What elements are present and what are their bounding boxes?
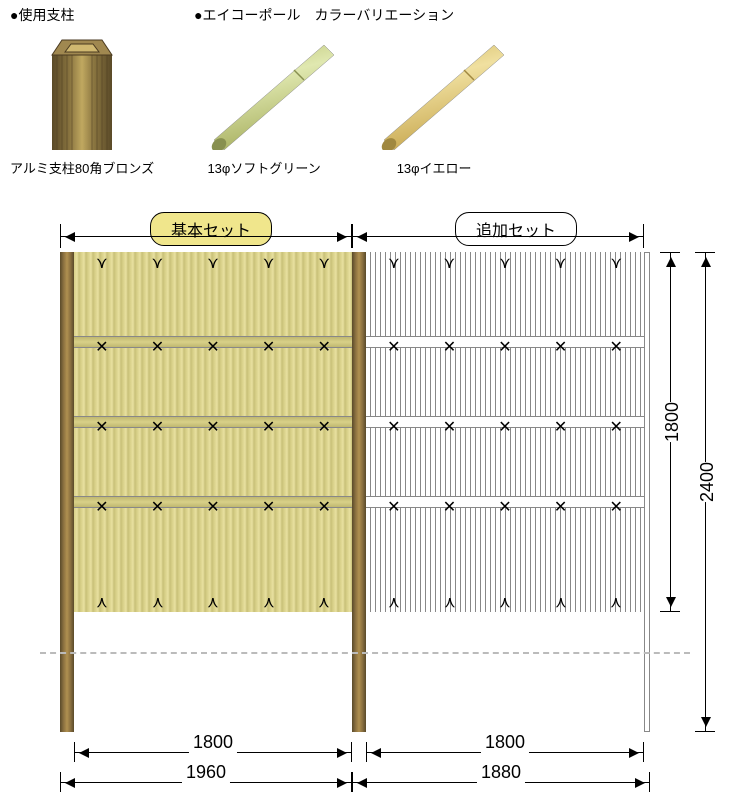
knot-row: ⋎⋎⋎⋎⋎ — [74, 260, 352, 276]
knot-icon: ✕ — [95, 420, 108, 436]
knot-icon: ✕ — [206, 420, 219, 436]
pole-green: 13φソフトグリーン — [194, 30, 334, 177]
knot-icon: ⋎ — [263, 594, 275, 610]
dim-inner-basic-label: 1800 — [189, 732, 237, 753]
knot-icon: ⋎ — [499, 594, 511, 610]
knot-row: ✕ ✕ ✕ ✕ ✕ — [74, 340, 352, 356]
knot-icon: ⋎ — [207, 256, 219, 272]
post-middle — [352, 252, 366, 732]
knot-icon: ✕ — [609, 420, 622, 436]
pole-yellow-caption: 13φイエロー — [397, 158, 472, 177]
knot-icon: ✕ — [554, 420, 567, 436]
post-right — [644, 252, 650, 732]
knot-icon: ⋎ — [444, 594, 456, 610]
dim-outer-add-label: 1880 — [477, 762, 525, 783]
dim-height-panel-label: 1800 — [662, 402, 683, 442]
aluminum-post-icon — [27, 30, 137, 150]
knot-icon: ✕ — [317, 340, 330, 356]
pole-green-icon — [194, 30, 334, 150]
knot-row: ✕ ✕ ✕ ✕ ✕ — [366, 420, 644, 436]
knot-icon: ⋎ — [444, 256, 456, 272]
knot-row: ⋎ ⋎ ⋎ ⋎ ⋎ — [366, 592, 644, 608]
knot-icon: ✕ — [554, 500, 567, 516]
knot-icon: ✕ — [206, 340, 219, 356]
knot-icon: ✕ — [443, 420, 456, 436]
knot-icon: ✕ — [387, 500, 400, 516]
dim-outer-basic-label: 1960 — [182, 762, 230, 783]
pole-green-caption: 13φソフトグリーン — [207, 158, 320, 177]
knot-icon: ✕ — [151, 500, 164, 516]
dim-inner-add-label: 1800 — [481, 732, 529, 753]
knot-icon: ✕ — [317, 500, 330, 516]
knot-icon: ✕ — [262, 420, 275, 436]
knot-icon: ⋎ — [96, 594, 108, 610]
post-caption: アルミ支柱80角ブロンズ — [10, 158, 154, 177]
knot-icon: ✕ — [443, 500, 456, 516]
knot-icon: ⋎ — [318, 256, 330, 272]
knot-icon: ⋎ — [318, 594, 330, 610]
knot-icon: ✕ — [498, 340, 511, 356]
ground-line — [40, 652, 690, 654]
dim-top-add — [352, 224, 644, 248]
knot-icon: ✕ — [151, 340, 164, 356]
knot-icon: ⋎ — [96, 256, 108, 272]
knot-row: ✕ ✕ ✕ ✕ ✕ — [366, 340, 644, 356]
post-sample: アルミ支柱80角ブロンズ — [10, 30, 154, 177]
knot-icon: ✕ — [387, 340, 400, 356]
knot-icon: ✕ — [387, 420, 400, 436]
knot-icon: ✕ — [609, 340, 622, 356]
knot-icon: ⋎ — [388, 594, 400, 610]
knot-icon: ✕ — [498, 420, 511, 436]
knot-row: ⋎ ⋎ ⋎ ⋎ ⋎ — [74, 592, 352, 608]
knot-icon: ✕ — [443, 340, 456, 356]
knot-row: ✕ ✕ ✕ ✕ ✕ — [74, 500, 352, 516]
knot-icon: ✕ — [262, 500, 275, 516]
knot-icon: ✕ — [498, 500, 511, 516]
knot-icon: ✕ — [262, 340, 275, 356]
knot-icon: ⋎ — [263, 256, 275, 272]
knot-icon: ⋎ — [152, 594, 164, 610]
knot-row: ⋎⋎⋎⋎⋎ — [366, 260, 644, 276]
dim-height-total-label: 2400 — [697, 462, 718, 502]
knot-icon: ✕ — [609, 500, 622, 516]
dim-top-basic — [60, 224, 352, 248]
knot-icon: ⋎ — [388, 256, 400, 272]
knot-icon: ✕ — [317, 420, 330, 436]
knot-row: ✕ ✕ ✕ ✕ ✕ — [74, 420, 352, 436]
post-section-title: ●使用支柱 — [10, 5, 154, 25]
knot-row: ✕ ✕ ✕ ✕ ✕ — [366, 500, 644, 516]
pole-section-title: ●エイコーポール カラーバリエーション — [194, 5, 504, 25]
knot-icon: ⋎ — [555, 594, 567, 610]
knot-icon: ⋎ — [610, 256, 622, 272]
knot-icon: ✕ — [95, 500, 108, 516]
knot-icon: ⋎ — [610, 594, 622, 610]
post-left — [60, 252, 74, 732]
knot-icon: ✕ — [206, 500, 219, 516]
knot-icon: ⋎ — [555, 256, 567, 272]
knot-icon: ⋎ — [152, 256, 164, 272]
knot-icon: ✕ — [554, 340, 567, 356]
pole-yellow: 13φイエロー — [364, 30, 504, 177]
knot-icon: ⋎ — [207, 594, 219, 610]
fence-diagram: 基本セット 追加セット ⋎⋎⋎⋎⋎⋎⋎⋎⋎⋎✕✕✕✕✕✕✕✕✕✕✕✕✕✕✕✕✕✕… — [60, 212, 700, 772]
pole-yellow-icon — [364, 30, 504, 150]
knot-icon: ⋎ — [499, 256, 511, 272]
knot-icon: ✕ — [95, 340, 108, 356]
knot-icon: ✕ — [151, 420, 164, 436]
